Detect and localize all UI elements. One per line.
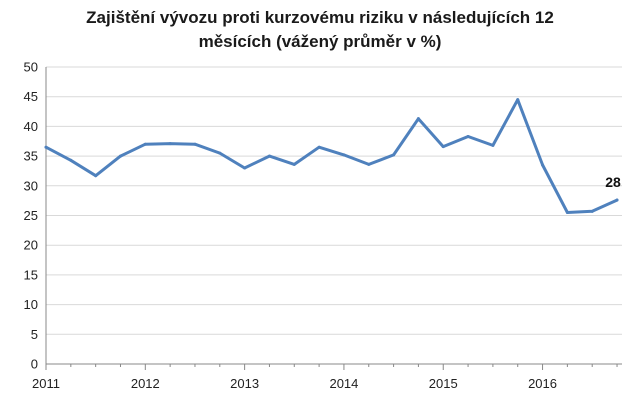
y-tick-label: 40 [24, 119, 38, 134]
data-point [442, 145, 445, 148]
data-point [169, 142, 172, 145]
data-point [119, 155, 122, 158]
x-tick-label: 2015 [429, 376, 458, 391]
data-point [392, 153, 395, 156]
x-tick-label: 2012 [131, 376, 160, 391]
y-tick-label: 5 [31, 327, 38, 342]
data-point [268, 155, 271, 158]
last-value-label: 28 [605, 174, 621, 190]
y-tick-label: 35 [24, 149, 38, 164]
data-point [367, 163, 370, 166]
data-point [293, 163, 296, 166]
data-point [516, 98, 519, 101]
data-point [218, 152, 221, 155]
y-tick-label: 20 [24, 238, 38, 253]
data-point [45, 146, 48, 149]
data-point [467, 135, 470, 138]
y-tick-label: 10 [24, 297, 38, 312]
data-point [591, 210, 594, 213]
y-tick-label: 50 [24, 60, 38, 75]
x-tick-label: 2011 [32, 376, 60, 391]
x-tick-label: 2016 [528, 376, 557, 391]
data-point [541, 164, 544, 167]
data-point [342, 153, 345, 156]
data-point [144, 143, 147, 146]
y-tick-label: 30 [24, 178, 38, 193]
data-point [491, 144, 494, 147]
y-tick-label: 25 [24, 208, 38, 223]
data-point [69, 159, 72, 162]
data-point [193, 143, 196, 146]
data-point [94, 174, 97, 177]
data-point [566, 211, 569, 214]
y-tick-label: 0 [31, 357, 38, 372]
y-tick-label: 15 [24, 267, 38, 282]
data-point [243, 166, 246, 169]
x-tick-label: 2013 [230, 376, 259, 391]
x-tick-label: 2014 [329, 376, 358, 391]
data-point [318, 146, 321, 149]
data-point [616, 199, 619, 202]
data-point [417, 117, 420, 120]
y-tick-label: 45 [24, 89, 38, 104]
